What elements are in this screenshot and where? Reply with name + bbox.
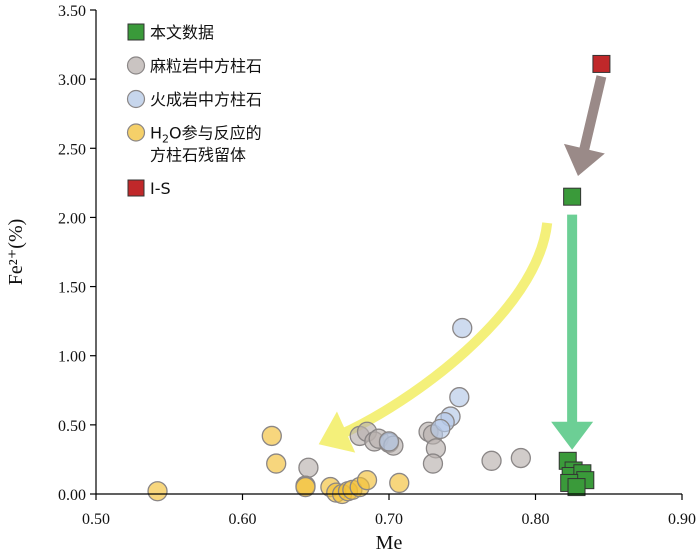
x-tick-label: 0.70 xyxy=(375,511,403,528)
legend-label-line2: 方柱石残留体 xyxy=(150,146,246,165)
y-tick-label: 1.00 xyxy=(58,349,86,366)
data-point-circle xyxy=(266,453,287,474)
data-point-circle xyxy=(298,457,319,478)
legend-marker-square xyxy=(127,179,145,197)
curved-arrow-shaft xyxy=(338,222,553,440)
arrow-head xyxy=(563,143,605,176)
data-point-square xyxy=(592,54,611,73)
legend-marker-circle xyxy=(126,89,146,109)
data-point-circle xyxy=(510,447,531,469)
x-axis-title: Me xyxy=(376,532,403,554)
y-tick-label: 2.50 xyxy=(58,141,86,158)
data-point-circle xyxy=(430,418,451,440)
arrow-annotations xyxy=(318,75,607,453)
legend-marker-square xyxy=(127,23,145,41)
legend-label: 麻粒岩中方柱石 xyxy=(150,57,262,76)
y-tick-label: 3.00 xyxy=(58,72,86,89)
data-point-circle xyxy=(261,425,282,447)
arrow-shaft xyxy=(578,75,607,156)
data-point-square xyxy=(567,478,586,497)
data-point-circle xyxy=(422,453,444,474)
y-tick-label: 0.50 xyxy=(58,418,86,435)
x-tick-label: 0.80 xyxy=(522,511,550,528)
y-tick-label: 2.00 xyxy=(58,210,86,227)
x-tick-label: 0.90 xyxy=(668,511,696,528)
x-tick-label: 0.50 xyxy=(82,511,110,528)
y-tick-label: 0.00 xyxy=(58,487,86,504)
data-point-circle xyxy=(452,317,473,339)
legend-label: 本文数据 xyxy=(150,23,214,42)
legend-marker-circle xyxy=(126,56,146,75)
data-point-circle xyxy=(389,472,410,494)
data-points xyxy=(147,54,611,505)
data-point-circle xyxy=(295,476,316,498)
curved-arrow-head xyxy=(318,411,356,453)
tick-labels: 0.50 0.60 0.70 0.80 0.90 0.00 0.50 1.00 1.50 2.00… xyxy=(58,3,696,528)
data-point-circle xyxy=(449,387,470,408)
x-tick-label: 0.60 xyxy=(229,511,257,528)
legend-label: I-S xyxy=(150,179,171,198)
data-point-circle xyxy=(356,470,378,491)
y-axis-title: Fe²⁺(%) xyxy=(5,219,27,286)
legend-label: H2O参与反应的 xyxy=(150,124,262,146)
data-point-circle xyxy=(481,450,502,471)
arrow-head xyxy=(551,421,594,450)
y-tick-label: 3.50 xyxy=(58,3,86,20)
axes xyxy=(95,10,682,495)
data-point-circle xyxy=(147,481,168,502)
legend-label: 火成岩中方柱石 xyxy=(150,90,262,109)
legend-marker-circle xyxy=(126,123,146,142)
y-tick-label: 1.50 xyxy=(58,280,86,297)
data-point-circle xyxy=(378,431,400,452)
data-point-square xyxy=(563,187,582,206)
